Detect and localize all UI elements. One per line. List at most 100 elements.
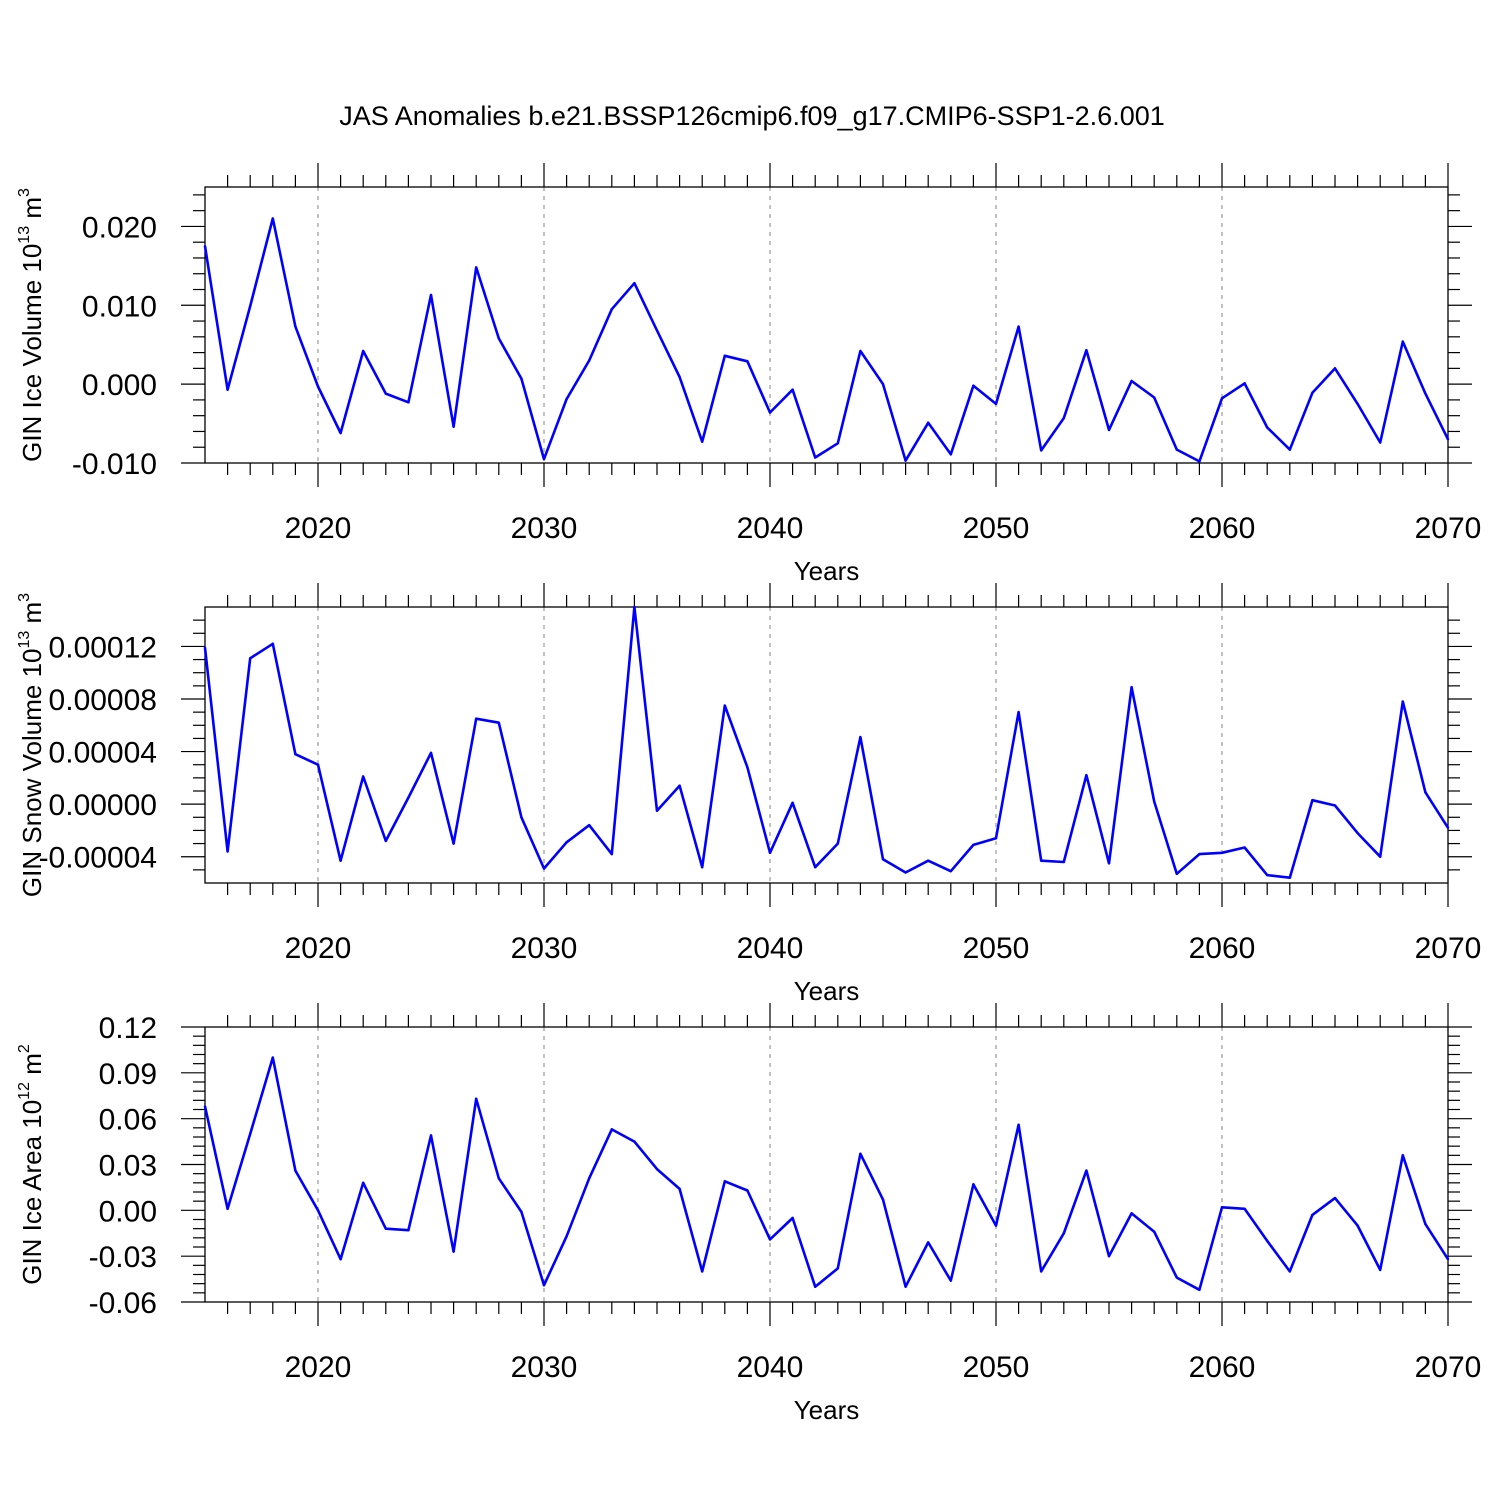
data-point bbox=[429, 1134, 433, 1137]
y-axis-label-exponent: 12 bbox=[16, 1082, 33, 1100]
data-point bbox=[1266, 1239, 1269, 1243]
y-tick-label: 0.00008 bbox=[49, 684, 157, 717]
data-point bbox=[271, 642, 274, 645]
data-point bbox=[249, 304, 252, 308]
data-point bbox=[1017, 710, 1020, 714]
x-tick-label: 2070 bbox=[1415, 1351, 1482, 1384]
data-point bbox=[226, 1207, 229, 1211]
data-point bbox=[316, 763, 320, 766]
y-axis-label-text: GIN Ice Volume 10 bbox=[17, 244, 47, 462]
data-point bbox=[1333, 804, 1337, 807]
x-tick-label: 2040 bbox=[737, 1351, 804, 1384]
data-point bbox=[1220, 1206, 1224, 1209]
data-point bbox=[768, 1238, 772, 1241]
data-point bbox=[746, 1189, 749, 1192]
plot-frame bbox=[204, 606, 1449, 884]
series-line bbox=[203, 217, 1450, 463]
data-point bbox=[1107, 1254, 1111, 1258]
data-point bbox=[1198, 460, 1201, 463]
data-point bbox=[701, 1270, 704, 1273]
data-point bbox=[723, 354, 726, 357]
data-point bbox=[203, 1105, 207, 1108]
data-point bbox=[203, 244, 207, 248]
data-point bbox=[881, 1198, 885, 1201]
y-tick-label: 0.010 bbox=[82, 290, 157, 323]
data-point bbox=[655, 329, 659, 332]
data-point bbox=[746, 766, 749, 769]
x-tick-label: 2030 bbox=[511, 932, 578, 965]
data-point bbox=[497, 721, 500, 724]
y-tick-label: -0.03 bbox=[89, 1241, 157, 1274]
y-tick-label: -0.06 bbox=[89, 1287, 157, 1320]
y-axis-label-unit-exponent: 2 bbox=[16, 1044, 33, 1053]
data-point bbox=[1220, 397, 1224, 400]
data-point bbox=[384, 1227, 387, 1230]
data-point bbox=[814, 456, 817, 459]
data-point bbox=[746, 360, 749, 363]
data-point bbox=[249, 657, 252, 660]
data-point bbox=[362, 1181, 365, 1185]
data-point bbox=[1288, 876, 1292, 879]
data-point bbox=[1401, 1154, 1405, 1157]
data-point bbox=[294, 325, 297, 328]
data-point bbox=[542, 1283, 546, 1287]
data-point bbox=[791, 801, 794, 805]
data-point bbox=[339, 859, 342, 862]
data-point bbox=[226, 388, 229, 391]
data-point bbox=[1243, 382, 1246, 385]
y-axis-label-unit-exponent: 3 bbox=[16, 593, 33, 602]
y-tick-label: 0.00 bbox=[99, 1195, 157, 1228]
data-point bbox=[994, 402, 998, 406]
data-point bbox=[588, 823, 591, 827]
data-point bbox=[565, 397, 568, 401]
data-point bbox=[520, 816, 523, 819]
data-point bbox=[1085, 349, 1088, 352]
data-point bbox=[203, 646, 207, 649]
data-point bbox=[791, 388, 794, 391]
data-point bbox=[1356, 402, 1359, 406]
data-point bbox=[520, 1210, 523, 1214]
data-point bbox=[1175, 1276, 1179, 1279]
data-point bbox=[768, 851, 772, 854]
x-tick-label: 2070 bbox=[1415, 512, 1482, 545]
y-tick-label: 0.00012 bbox=[49, 631, 157, 664]
x-axis-label: Years bbox=[794, 556, 860, 586]
series-line bbox=[203, 1056, 1450, 1292]
data-point bbox=[362, 349, 365, 353]
y-tick-label: 0.000 bbox=[82, 369, 157, 402]
data-point bbox=[1130, 685, 1133, 689]
x-tick-label: 2060 bbox=[1189, 932, 1256, 965]
y-axis-label: GIN Ice Volume 1013 m3 bbox=[16, 188, 47, 462]
data-point bbox=[1153, 800, 1156, 803]
data-point bbox=[1333, 367, 1337, 370]
data-point bbox=[1311, 1213, 1314, 1217]
data-point bbox=[1311, 799, 1314, 802]
x-axis-label: Years bbox=[794, 976, 860, 1006]
x-tick-label: 2070 bbox=[1415, 932, 1482, 965]
data-point bbox=[927, 859, 930, 862]
data-point bbox=[1379, 855, 1382, 858]
y-axis-label: GIN Ice Area 1012 m2 bbox=[16, 1044, 47, 1285]
data-point bbox=[452, 425, 455, 428]
y-axis-label-unit: m bbox=[17, 602, 47, 631]
data-point bbox=[1424, 392, 1427, 395]
y-tick-label: 0.00004 bbox=[49, 737, 157, 770]
x-tick-label: 2030 bbox=[511, 1351, 578, 1384]
data-point bbox=[1220, 851, 1224, 854]
ice-volume-panel: 2020 2030 2040 2050 2060 2070 -0.010 0.000 0.010… bbox=[16, 163, 1481, 586]
x-tick-label: 2020 bbox=[285, 932, 352, 965]
y-tick-label: 0.020 bbox=[82, 211, 157, 244]
data-point bbox=[949, 869, 952, 873]
data-point bbox=[339, 431, 342, 435]
data-point bbox=[271, 1056, 274, 1059]
data-point bbox=[768, 411, 772, 414]
data-point bbox=[633, 1140, 636, 1143]
data-point bbox=[1356, 1224, 1359, 1227]
x-tick-label: 2050 bbox=[963, 932, 1030, 965]
data-point bbox=[1175, 872, 1179, 875]
data-point bbox=[1130, 1212, 1133, 1215]
data-point bbox=[588, 359, 591, 362]
data-point bbox=[610, 308, 613, 311]
x-tick-label: 2050 bbox=[963, 512, 1030, 545]
data-point bbox=[655, 1167, 659, 1171]
